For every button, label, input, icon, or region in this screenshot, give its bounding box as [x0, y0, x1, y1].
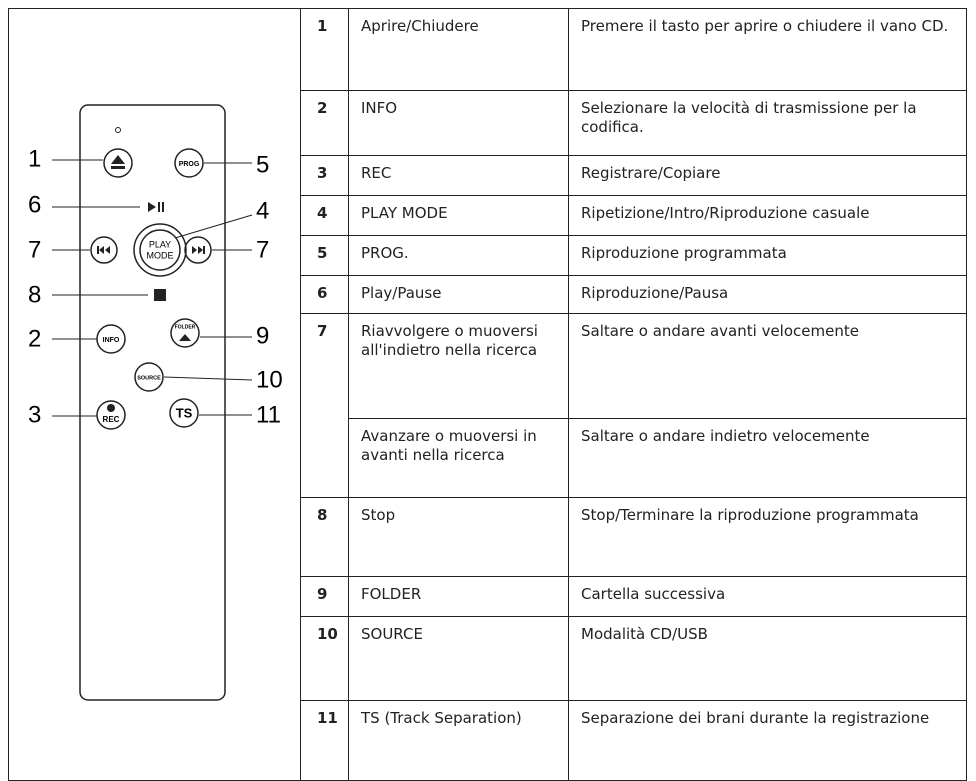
button-label: FOLDER — [175, 324, 196, 330]
table-row: 1 Aprire/Chiudere Premere il tasto per apr… — [8, 8, 967, 781]
callout-lines — [52, 159, 253, 417]
description-cell: Ripetizione/Intro/Riproduzione casuale — [568, 195, 967, 236]
name-cell: Aprire/Chiudere — [348, 8, 569, 91]
name-cell: Avanzare o muoversi in avanti nella rice… — [348, 418, 569, 498]
callout: 10 — [256, 366, 283, 393]
button-label: REC — [103, 415, 120, 424]
button-label: MODE — [147, 250, 174, 260]
number-cell: 6 — [300, 275, 349, 314]
callout: 6 — [28, 191, 41, 218]
button-label: PROG — [179, 161, 200, 168]
table-row: 4 PLAY MODE Ripetizione/Intro/Riproduzione… — [9, 195, 967, 236]
description-cell: Saltare o andare avanti velocemente — [568, 313, 967, 419]
name-cell: SOURCE — [348, 616, 569, 701]
table-row: 11 TS (Track Separation) Separazione dei b… — [9, 700, 967, 781]
name-cell: PROG. — [348, 235, 569, 276]
number-cell: 10 — [300, 616, 349, 701]
labels: 1 5 6 4 7 7 8 2 9 10 3 11 PROG PLAY MODE… — [28, 145, 283, 428]
callout: 4 — [256, 197, 269, 224]
buttons — [90, 148, 212, 430]
description-cell: Registrare/Copiare — [568, 155, 967, 196]
button-label: SOURCE — [137, 375, 161, 381]
number-cell: 8 — [300, 497, 349, 577]
description-cell: Selezionare la velocità di trasmissione … — [568, 90, 967, 156]
callout: 5 — [256, 151, 269, 178]
table-row: 10 SOURCE Modalità CD/USB — [9, 616, 967, 701]
button-label: INFO — [103, 337, 120, 344]
number-cell: 4 — [300, 195, 349, 236]
description-cell: Stop/Terminare la riproduzione programma… — [568, 497, 967, 577]
number-cell: 11 — [300, 700, 349, 781]
callout: 11 — [256, 401, 281, 428]
description-cell: Riproduzione/Pausa — [568, 275, 967, 314]
callout: 1 — [28, 145, 41, 172]
callout: 7 — [256, 236, 269, 263]
callout: 2 — [28, 325, 41, 352]
number-cell: 7 — [300, 313, 349, 498]
function-table: 1 Aprire/Chiudere Premere il tasto per apr… — [8, 8, 967, 781]
table-row: Avanzare o muoversi in avanti nella rice… — [9, 418, 967, 498]
diagram-cell — [8, 8, 301, 781]
button-label: TS — [176, 405, 193, 420]
callout: 9 — [256, 322, 269, 349]
name-cell: Play/Pause — [348, 275, 569, 314]
name-cell: FOLDER — [348, 576, 569, 617]
description-cell: Modalità CD/USB — [568, 616, 967, 701]
name-cell: PLAY MODE — [348, 195, 569, 236]
table-row: 9 FOLDER Cartella successiva — [9, 576, 967, 617]
button-label: PLAY — [149, 239, 171, 249]
description-cell: Riproduzione programmata — [568, 235, 967, 276]
callout: 7 — [28, 236, 41, 263]
description-cell: Premere il tasto per aprire o chiudere i… — [568, 8, 967, 91]
number-cell: 9 — [300, 576, 349, 617]
button-icons — [97, 155, 205, 412]
name-cell: Stop — [348, 497, 569, 577]
table-body: 1 Aprire/Chiudere Premere il tasto per apr… — [8, 8, 967, 781]
name-cell: REC — [348, 155, 569, 196]
callout: 8 — [28, 281, 41, 308]
number-cell: 1 — [300, 8, 349, 91]
led — [115, 127, 121, 133]
number-cell: 5 — [300, 235, 349, 276]
description-cell: Separazione dei brani durante la registr… — [568, 700, 967, 781]
remote-body — [79, 104, 226, 701]
description-cell: Saltare o andare indietro velocemente — [568, 418, 967, 498]
number-cell: 3 — [300, 155, 349, 196]
description-cell: Cartella successiva — [568, 576, 967, 617]
table-row: 2 INFO Selezionare la velocità di trasmiss… — [9, 90, 967, 156]
name-cell: Riavvolgere o muoversi all'indietro nell… — [348, 313, 569, 419]
callout: 3 — [28, 401, 41, 428]
number-cell: 2 — [300, 90, 349, 156]
remote-diagram: 1 5 6 4 7 7 8 2 9 10 3 11 PROG PLAY MODE… — [28, 104, 283, 701]
name-cell: TS (Track Separation) — [348, 700, 569, 781]
name-cell: INFO — [348, 90, 569, 156]
